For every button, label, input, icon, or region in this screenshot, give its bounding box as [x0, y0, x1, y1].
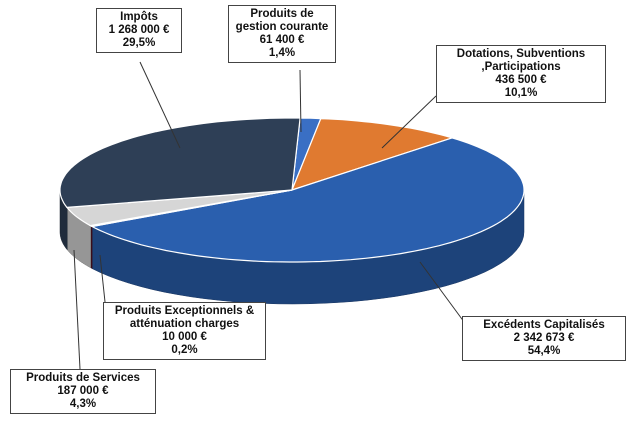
percent-label: 29,5% [122, 37, 156, 49]
category-label: Impôts [120, 11, 158, 23]
leader-line [381, 95, 437, 149]
leader-line [139, 61, 181, 149]
slice [290, 117, 455, 191]
label-box: Dotations, Subventions ,Participations 43… [436, 45, 606, 103]
percent-label: 4,3% [69, 398, 97, 410]
leader-line [73, 249, 81, 370]
leader-line [299, 69, 302, 133]
value-label: 436 500 € [495, 74, 547, 86]
value-label: 187 000 € [57, 385, 109, 397]
category-label: Produits de Services [26, 372, 140, 384]
percent-label: 10,1% [504, 87, 538, 99]
value-label: 10 000 € [162, 331, 207, 343]
percent-label: 0,2% [171, 344, 198, 356]
category-label: Produits de gestion courante [235, 8, 329, 33]
value-label: 61 400 € [259, 34, 305, 46]
label-box: Produits de Services 187 000 €4,3% [10, 369, 156, 414]
label-box: Excédents Capitalisés 2 342 673 €54,4% [462, 316, 626, 361]
value-label: 1 268 000 € [108, 24, 170, 36]
category-label: Produits Exceptionnels & atténuation cha… [114, 305, 255, 330]
label-box: Produits Exceptionnels & atténuation cha… [103, 302, 266, 360]
percent-label: 1,4% [268, 47, 296, 59]
slice [90, 137, 525, 263]
percent-label: 54,4% [527, 345, 561, 357]
label-box: Impôts 1 268 000 €29,5% [96, 8, 182, 53]
label-box: Produits de gestion courante 61 400 €1,4% [228, 5, 336, 63]
slice [65, 189, 293, 227]
category-label: Dotations, Subventions ,Participations [456, 48, 586, 73]
leader-line [419, 261, 471, 331]
category-label: Excédents Capitalisés [483, 319, 605, 331]
slice [59, 117, 301, 209]
value-label: 2 342 673 € [513, 332, 575, 344]
